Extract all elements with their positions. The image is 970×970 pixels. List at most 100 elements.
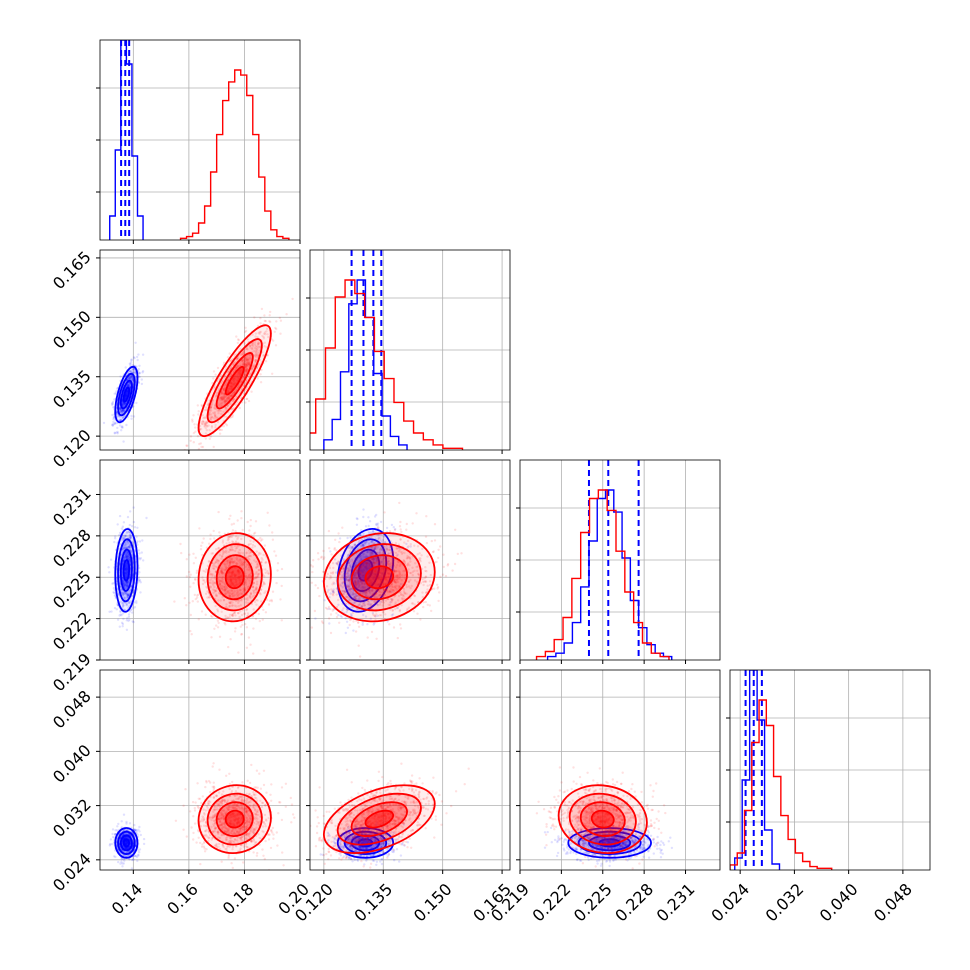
scatter-point	[424, 575, 427, 579]
panel-2-1	[306, 459, 511, 664]
scatter-point	[235, 583, 238, 587]
scatter-point	[346, 566, 349, 570]
scatter-point	[130, 417, 133, 420]
scatter-point	[185, 604, 188, 607]
scatter-point	[122, 546, 126, 550]
scatter-point	[213, 585, 216, 589]
scatter-point	[207, 596, 211, 599]
scatter-point	[230, 575, 233, 578]
scatter-point	[342, 558, 345, 561]
scatter-point	[228, 575, 232, 578]
scatter-point	[369, 589, 372, 592]
scatter-point	[350, 568, 353, 571]
scatter-point	[242, 363, 245, 366]
scatter-point	[259, 539, 263, 542]
scatter-point	[125, 393, 128, 396]
scatter-point	[375, 513, 378, 517]
scatter-point	[405, 583, 408, 587]
scatter-point	[124, 554, 127, 558]
scatter-point	[124, 395, 127, 399]
scatter-point	[125, 585, 129, 589]
scatter-point	[215, 560, 218, 563]
scatter-point	[248, 595, 252, 598]
scatter-point	[380, 582, 384, 586]
scatter-point	[389, 597, 393, 601]
scatter-point	[230, 588, 234, 592]
scatter-point	[269, 320, 272, 324]
scatter-point	[214, 593, 218, 596]
scatter-point	[251, 345, 255, 348]
scatter-point	[350, 606, 353, 609]
scatter-point	[247, 555, 250, 559]
scatter-point	[366, 589, 370, 592]
scatter-point	[126, 595, 129, 598]
scatter-point	[238, 593, 241, 596]
scatter-point	[267, 335, 270, 339]
scatter-point	[245, 646, 249, 649]
scatter-point	[122, 537, 126, 540]
scatter-point	[374, 570, 377, 573]
scatter-point	[113, 606, 117, 610]
scatter-point	[346, 572, 349, 575]
scatter-point	[231, 614, 235, 617]
scatter-point	[125, 567, 128, 570]
scatter-point	[346, 626, 350, 629]
panel-body	[310, 250, 510, 450]
scatter-point	[214, 395, 218, 398]
scatter-point	[357, 580, 360, 583]
scatter-point	[253, 343, 257, 346]
scatter-point	[229, 579, 233, 583]
scatter-point	[367, 542, 371, 545]
scatter-point	[233, 574, 236, 577]
scatter-point	[205, 424, 209, 427]
scatter-point	[354, 577, 358, 580]
scatter-point	[230, 581, 233, 584]
scatter-point	[124, 572, 127, 575]
scatter-point	[214, 560, 217, 564]
scatter-point	[196, 404, 199, 407]
scatter-point	[255, 586, 258, 589]
scatter-point	[226, 389, 229, 393]
scatter-point	[366, 555, 369, 558]
scatter-point	[137, 566, 141, 570]
scatter-point	[217, 404, 221, 407]
scatter-point	[348, 578, 351, 582]
scatter-point	[357, 575, 361, 578]
scatter-point	[237, 576, 240, 579]
scatter-point	[360, 569, 364, 572]
scatter-point	[244, 368, 248, 372]
scatter-point	[219, 409, 223, 412]
scatter-point	[236, 589, 239, 592]
scatter-point	[228, 397, 231, 400]
scatter-point	[138, 579, 142, 582]
scatter-point	[229, 549, 232, 552]
scatter-point	[209, 614, 213, 618]
scatter-point	[197, 447, 201, 450]
scatter-point	[236, 357, 239, 360]
y-tick-label: 0.135	[49, 366, 95, 412]
scatter-point	[124, 544, 128, 547]
scatter-point	[230, 599, 233, 603]
scatter-point	[125, 423, 128, 427]
scatter-point	[122, 601, 125, 605]
scatter-point	[226, 356, 230, 359]
scatter-point	[378, 584, 382, 587]
scatter-point	[236, 376, 239, 379]
scatter-point	[220, 392, 223, 395]
scatter-point	[132, 620, 135, 624]
scatter-point	[222, 396, 226, 399]
scatter-point	[108, 571, 111, 574]
scatter-point	[244, 581, 247, 584]
scatter-point	[230, 557, 234, 561]
scatter-point	[373, 561, 377, 564]
scatter-point	[365, 540, 368, 543]
scatter-point	[245, 552, 248, 555]
scatter-point	[237, 569, 240, 572]
scatter-point	[123, 556, 126, 559]
scatter-point	[121, 425, 124, 428]
scatter-point	[243, 373, 247, 376]
scatter-point	[112, 582, 115, 585]
scatter-point	[415, 565, 418, 569]
scatter-point	[254, 332, 258, 335]
scatter-point	[275, 581, 278, 585]
